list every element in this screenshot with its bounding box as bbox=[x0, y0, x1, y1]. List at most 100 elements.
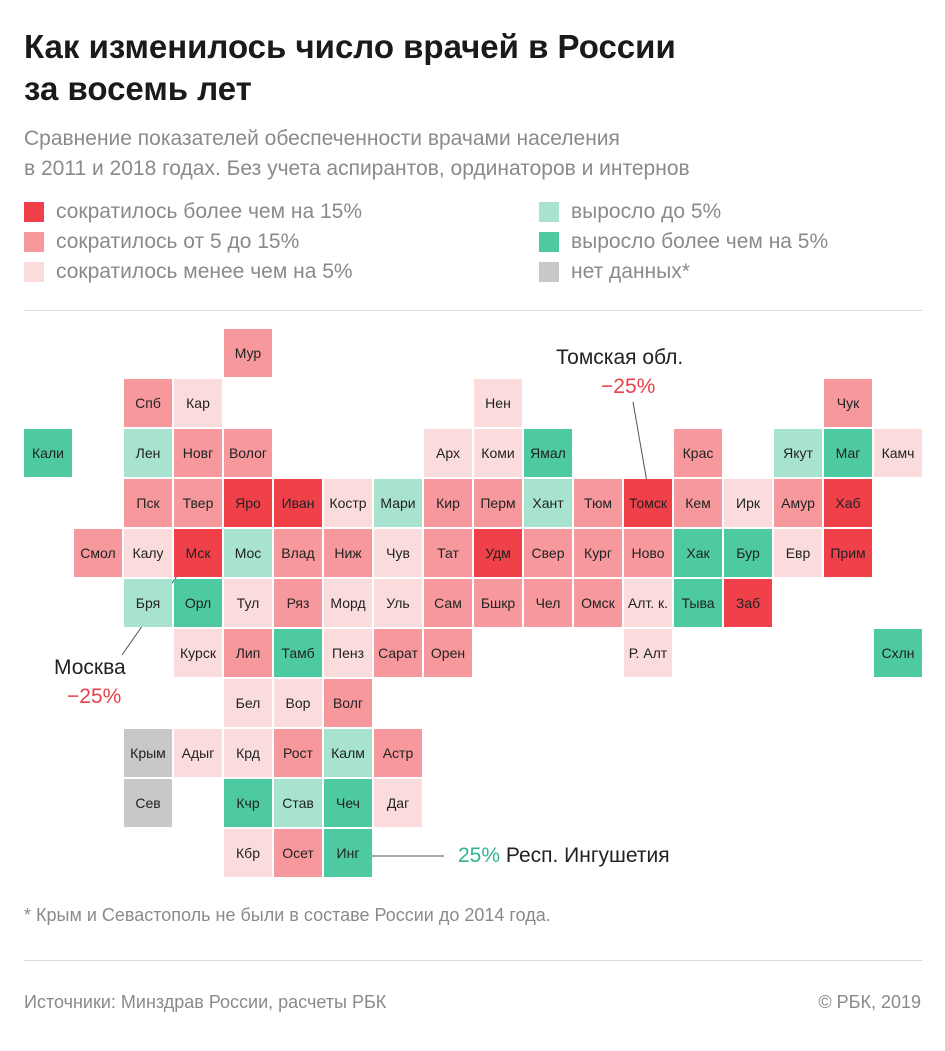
legend-label: выросло до 5% bbox=[571, 200, 722, 223]
region-tile: Мур bbox=[224, 329, 272, 377]
region-tile: Сарат bbox=[374, 629, 422, 677]
region-tile: Пск bbox=[124, 479, 172, 527]
legend-increase: выросло до 5% выросло более чем на 5% не… bbox=[539, 197, 828, 287]
region-tile: Астр bbox=[374, 729, 422, 777]
legend-swatch-dec5-15 bbox=[24, 232, 44, 252]
region-tile: Ямал bbox=[524, 429, 572, 477]
legend-swatch-incmore bbox=[539, 232, 559, 252]
legend-label: нет данных* bbox=[571, 260, 690, 283]
region-tile: Осет bbox=[274, 829, 322, 877]
legend-label: выросло более чем на 5% bbox=[571, 230, 829, 253]
legend-item-dec5: сократилось менее чем на 5% bbox=[24, 257, 362, 287]
region-tile: Чув bbox=[374, 529, 422, 577]
region-tile: Хант bbox=[524, 479, 572, 527]
region-tile: Бел bbox=[224, 679, 272, 727]
subtitle-line-1: Сравнение показателей обеспеченности вра… bbox=[24, 127, 620, 150]
region-tile: Кург bbox=[574, 529, 622, 577]
region-tile: Вор bbox=[274, 679, 322, 727]
region-tile: Бря bbox=[124, 579, 172, 627]
region-tile: Адыг bbox=[174, 729, 222, 777]
region-tile: Костр bbox=[324, 479, 372, 527]
legend-item-nodata: нет данных* bbox=[539, 257, 828, 287]
chart-title: Как изменилось число врачей в России за … bbox=[24, 26, 924, 110]
region-tile: Влад bbox=[274, 529, 322, 577]
chart-subtitle: Сравнение показателей обеспеченности вра… bbox=[24, 124, 924, 184]
ingushetia-annotation-name: Респ. Ингушетия bbox=[505, 844, 670, 867]
region-tile: Тул bbox=[224, 579, 272, 627]
region-tile: Яро bbox=[224, 479, 272, 527]
legend-item-dec15: сократилось более чем на 15% bbox=[24, 197, 362, 227]
region-tile: Омск bbox=[574, 579, 622, 627]
tomsk-annotation-value: −25% bbox=[601, 375, 656, 398]
title-line-1: Как изменилось число врачей в России bbox=[24, 28, 676, 65]
region-tile: Заб bbox=[724, 579, 772, 627]
region-tile: Лен bbox=[124, 429, 172, 477]
region-tile: Ряз bbox=[274, 579, 322, 627]
region-tile: Кем bbox=[674, 479, 722, 527]
region-tile: Твер bbox=[174, 479, 222, 527]
divider-top bbox=[24, 310, 922, 311]
ingushetia-annotation-value: 25% bbox=[458, 844, 501, 867]
region-tile: Сам bbox=[424, 579, 472, 627]
legend-item-incmore: выросло более чем на 5% bbox=[539, 227, 828, 257]
legend-label: сократилось более чем на 15% bbox=[56, 200, 363, 223]
region-tile: Пенз bbox=[324, 629, 372, 677]
region-tile: Бур bbox=[724, 529, 772, 577]
copyright-text: © РБК, 2019 bbox=[818, 992, 921, 1012]
region-tile: Рост bbox=[274, 729, 322, 777]
region-tile: Ниж bbox=[324, 529, 372, 577]
source-text: Источники: Минздрав России, расчеты РБК bbox=[24, 992, 387, 1012]
region-tile: Кбр bbox=[224, 829, 272, 877]
region-tile: Свер bbox=[524, 529, 572, 577]
region-tile: Курск bbox=[174, 629, 222, 677]
region-tile: Волог bbox=[224, 429, 272, 477]
region-tile: Камч bbox=[874, 429, 922, 477]
region-tile: Мари bbox=[374, 479, 422, 527]
region-tile: Удм bbox=[474, 529, 522, 577]
legend-label: сократилось менее чем на 5% bbox=[56, 260, 353, 283]
divider-bottom bbox=[24, 960, 922, 961]
region-tile: Р. Алт bbox=[624, 629, 672, 677]
region-tile: Прим bbox=[824, 529, 872, 577]
region-tile: Алт. к. bbox=[624, 579, 672, 627]
region-tile: Тыва bbox=[674, 579, 722, 627]
region-tile: Став bbox=[274, 779, 322, 827]
region-tile: Чук bbox=[824, 379, 872, 427]
region-tile: Иван bbox=[274, 479, 322, 527]
legend-swatch-dec5 bbox=[24, 262, 44, 282]
moscow-annotation-value: −25% bbox=[67, 685, 122, 708]
subtitle-line-2: в 2011 и 2018 годах. Без учета аспиранто… bbox=[24, 157, 690, 180]
region-tile: Лип bbox=[224, 629, 272, 677]
region-tile: Калм bbox=[324, 729, 372, 777]
region-tile: Новг bbox=[174, 429, 222, 477]
legend-label: сократилось от 5 до 15% bbox=[56, 230, 300, 253]
ingushetia-annotation: 25% Респ. Ингушетия bbox=[458, 843, 670, 869]
region-tile: Якут bbox=[774, 429, 822, 477]
region-tile: Бшкр bbox=[474, 579, 522, 627]
region-tile: Тюм bbox=[574, 479, 622, 527]
title-line-2: за восемь лет bbox=[24, 70, 252, 107]
legend-swatch-nodata bbox=[539, 262, 559, 282]
tomsk-annotation-name: Томская обл. bbox=[556, 346, 684, 369]
moscow-annotation-name: Москва bbox=[54, 656, 126, 679]
region-tile: Нен bbox=[474, 379, 522, 427]
region-tile: Тамб bbox=[274, 629, 322, 677]
region-tile: Орен bbox=[424, 629, 472, 677]
region-tile: Хак bbox=[674, 529, 722, 577]
region-tile: Крас bbox=[674, 429, 722, 477]
region-tile: Даг bbox=[374, 779, 422, 827]
region-tile: Чеч bbox=[324, 779, 372, 827]
region-tile: Волг bbox=[324, 679, 372, 727]
region-tile: Инг bbox=[324, 829, 372, 877]
region-tile: Чел bbox=[524, 579, 572, 627]
region-tile: Схлн bbox=[874, 629, 922, 677]
region-tile: Перм bbox=[474, 479, 522, 527]
region-tile: Кали bbox=[24, 429, 72, 477]
region-tile: Морд bbox=[324, 579, 372, 627]
region-tile: Мос bbox=[224, 529, 272, 577]
region-tile: Крд bbox=[224, 729, 272, 777]
region-tile: Крым bbox=[124, 729, 172, 777]
region-tile: Ново bbox=[624, 529, 672, 577]
region-tile: Мск bbox=[174, 529, 222, 577]
